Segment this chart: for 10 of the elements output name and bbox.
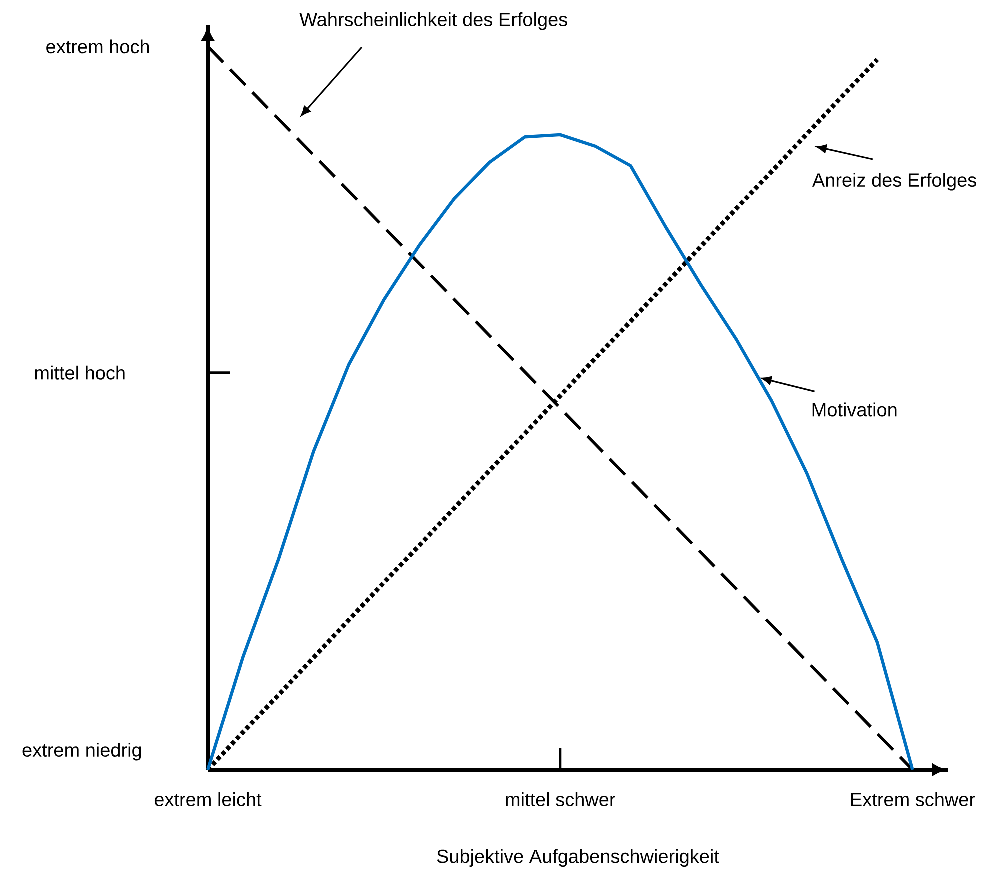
x-tick-label: Extrem schwer [852,792,976,806]
text: extrem hoch [46,40,150,54]
annotation: Motivation [812,402,897,417]
x-tick-label: extrem leicht [154,792,262,806]
text: Wahrscheinlichkeit des Erfolges [300,12,568,30]
text: mittel hoch [35,366,125,380]
annotation: Anreiz des Erfolges [812,173,976,191]
text: extrem niedrig [22,743,142,761]
x-tick-label: mittel schwer [506,792,616,806]
x-axis-title: Subjektive Aufgabenschwierigkeit [437,849,720,868]
